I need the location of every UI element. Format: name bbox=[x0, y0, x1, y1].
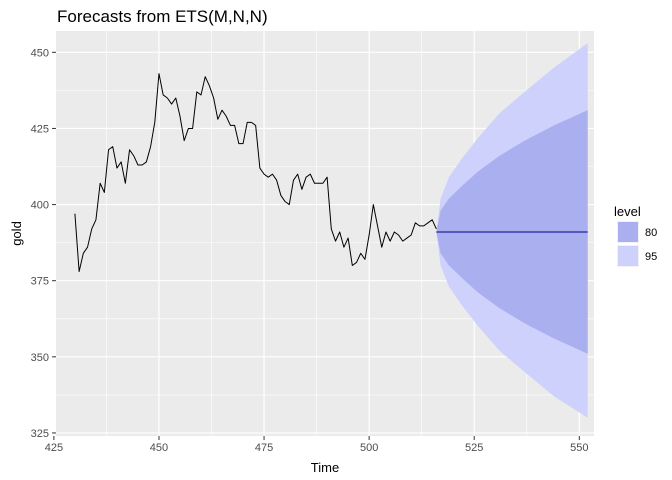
x-tick-label: 450 bbox=[150, 442, 168, 454]
legend: level 80 95 bbox=[614, 204, 657, 267]
chart-title: Forecasts from ETS(M,N,N) bbox=[57, 7, 268, 26]
legend-label-80: 80 bbox=[645, 227, 657, 239]
y-tick-label: 400 bbox=[31, 200, 49, 212]
y-tick-label: 450 bbox=[31, 47, 49, 59]
x-tick-label: 550 bbox=[570, 442, 588, 454]
legend-swatch-95 bbox=[618, 246, 638, 266]
x-tick-label: 525 bbox=[465, 442, 483, 454]
y-tick-label: 350 bbox=[31, 352, 49, 364]
history-line bbox=[74, 73, 437, 273]
axis-ticks bbox=[52, 51, 580, 440]
x-tick-label: 500 bbox=[360, 442, 378, 454]
y-tick-label: 325 bbox=[31, 428, 49, 440]
legend-title: level bbox=[614, 204, 641, 219]
series-lines bbox=[74, 73, 588, 273]
x-tick-label: 425 bbox=[45, 442, 63, 454]
legend-swatch-80 bbox=[618, 222, 638, 242]
legend-label-95: 95 bbox=[645, 251, 657, 263]
tick-labels: 425 450 475 500 525 550 325 350 375 400 425 450 bbox=[31, 47, 589, 454]
y-tick-label: 425 bbox=[31, 123, 49, 135]
x-tick-label: 475 bbox=[255, 442, 273, 454]
y-axis-title: gold bbox=[9, 221, 24, 246]
x-axis-title: Time bbox=[311, 460, 339, 475]
y-tick-label: 375 bbox=[31, 276, 49, 288]
